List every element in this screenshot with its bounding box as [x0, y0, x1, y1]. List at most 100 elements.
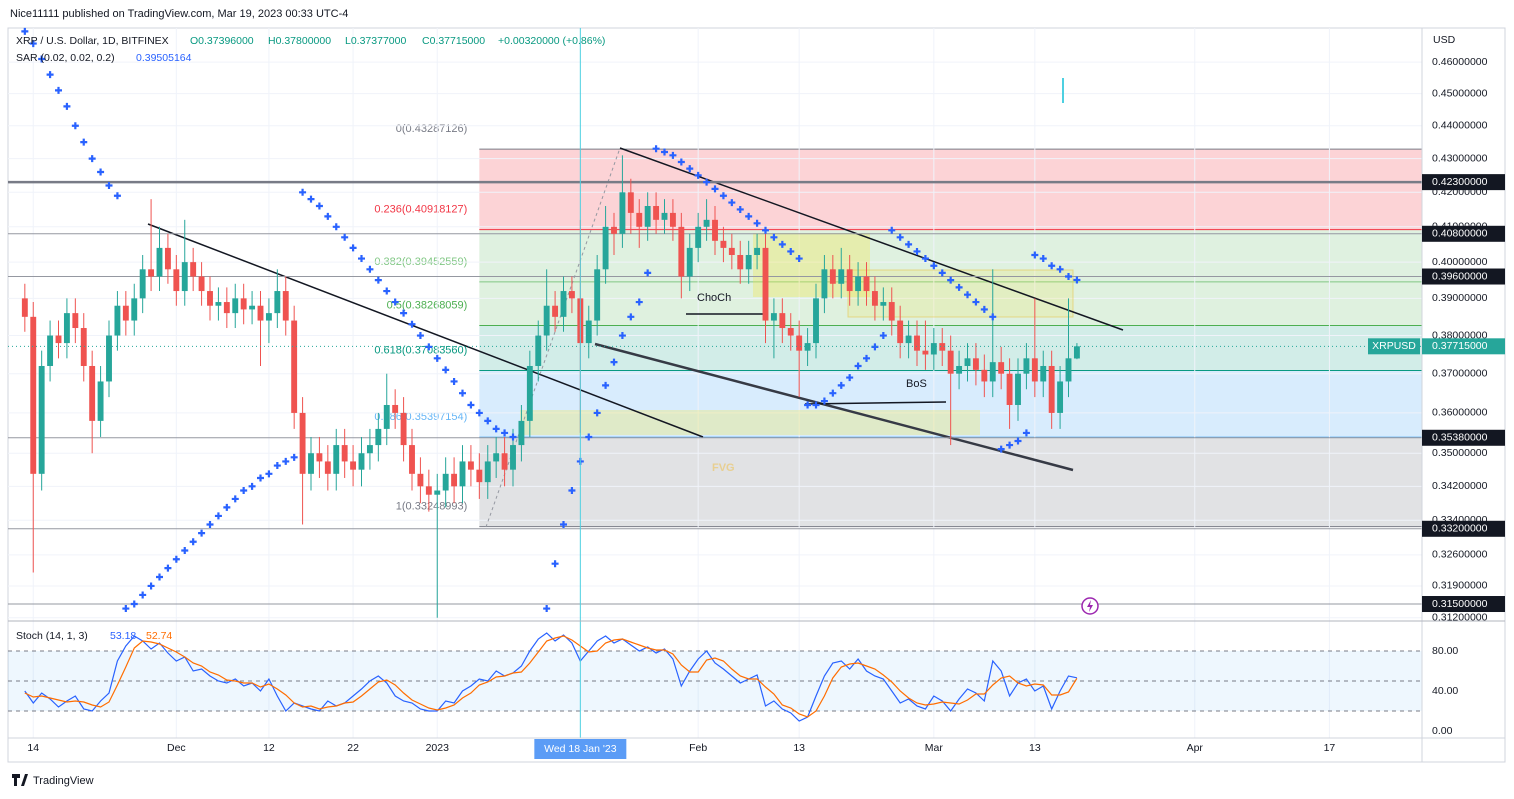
x-tick-label: 22	[347, 742, 359, 754]
candle-body	[804, 343, 811, 351]
sar-point	[147, 582, 155, 590]
candle-body	[63, 313, 70, 344]
sar-point	[88, 155, 96, 163]
sar-point	[475, 409, 483, 417]
sar-point	[1022, 429, 1030, 437]
candle-body	[796, 335, 803, 351]
candle-body	[695, 226, 702, 248]
sar-point	[1056, 265, 1064, 273]
brand-logo	[12, 774, 28, 786]
sar-point	[1006, 441, 1014, 449]
sar-point	[989, 313, 997, 321]
legend-value: H0.37800000	[268, 35, 331, 47]
sar-point	[770, 233, 778, 241]
candle-body	[636, 212, 643, 227]
sar-point	[1039, 255, 1047, 263]
candle-body	[308, 453, 314, 474]
price-line-box	[1422, 520, 1505, 537]
sar-point	[905, 240, 913, 248]
candle-body	[417, 473, 424, 487]
candle-body	[493, 453, 500, 462]
sar-point	[896, 233, 904, 241]
candle-body	[720, 240, 727, 248]
candle-body	[863, 276, 870, 292]
sar-point	[644, 269, 652, 277]
price-line-label: 0.40800000	[1432, 228, 1488, 240]
sar-point	[172, 555, 180, 563]
candle-body	[425, 486, 432, 495]
candle-body	[627, 192, 634, 213]
candle-body	[30, 316, 37, 474]
candle-body	[829, 269, 836, 284]
sar-point	[694, 171, 702, 179]
sar-point	[820, 397, 828, 405]
sar-point	[1065, 273, 1072, 281]
fib-trend	[485, 147, 621, 528]
x-tick-label: 14	[27, 742, 39, 754]
sar-point	[1048, 262, 1056, 270]
sar-point	[921, 255, 929, 263]
candle-body	[80, 328, 87, 366]
candle-body	[712, 219, 718, 241]
legend-value: L0.37377000	[345, 35, 406, 47]
candle-body	[930, 343, 937, 355]
sar-point	[795, 255, 803, 263]
candle-body	[476, 469, 483, 483]
publisher: Nice11111 published on TradingView.com, …	[10, 8, 348, 20]
candle-body	[484, 461, 491, 483]
candle-body	[914, 335, 920, 351]
sar-point	[189, 538, 197, 546]
sar-point	[972, 298, 980, 306]
sar-point	[214, 512, 222, 520]
candle-body	[585, 320, 592, 344]
candle-body	[787, 328, 794, 336]
candle-body	[257, 305, 264, 321]
y-tick-label: 0.00	[1432, 725, 1453, 737]
fib-zone	[479, 229, 1422, 282]
candle-body	[821, 269, 828, 299]
candle-body	[55, 335, 62, 344]
candle-body	[400, 412, 407, 446]
candle-body	[156, 247, 163, 277]
trend-line	[619, 147, 1124, 331]
sar-point	[980, 305, 988, 313]
candle-body	[47, 335, 54, 366]
sar-point	[299, 188, 307, 196]
candle-body	[358, 453, 365, 470]
y-tick-label: 0.40000000	[1432, 256, 1488, 268]
sar-point	[97, 168, 105, 176]
candle-body	[215, 302, 222, 306]
candle-body	[366, 445, 373, 454]
y-tick-label: 0.46000000	[1432, 56, 1488, 68]
candle-body	[274, 291, 281, 314]
sar-point	[492, 425, 500, 433]
candle-body	[451, 473, 458, 487]
candle-body	[813, 298, 819, 344]
candle-body	[754, 247, 761, 255]
candle-body	[38, 365, 45, 474]
sar-point	[686, 165, 694, 173]
sar-point	[854, 362, 862, 370]
alert-icon[interactable]	[1081, 597, 1099, 615]
sar-point	[871, 343, 879, 351]
axis-layer: 0.46000000 0.45000000 0.44000000 0.43000000…	[27, 56, 1505, 759]
candle-body	[686, 247, 693, 277]
legend-value: C0.37715000	[422, 35, 485, 47]
sar-point	[593, 409, 601, 417]
sar-point	[879, 332, 887, 340]
y-tick-label: 0.36000000	[1432, 407, 1488, 419]
sar-point	[635, 298, 643, 306]
sar-point	[863, 354, 870, 362]
y-tick-label: 0.31900000	[1432, 580, 1488, 592]
y-tick-label: 0.35000000	[1432, 447, 1488, 459]
sar-point	[400, 309, 408, 317]
sar-point	[223, 503, 231, 511]
candle-body	[232, 298, 239, 314]
sar-point	[46, 71, 54, 79]
price-line-box	[1422, 596, 1505, 613]
sar-point	[888, 226, 896, 234]
sar-point	[778, 240, 786, 248]
price-line-box	[1422, 268, 1505, 285]
candle-body	[164, 247, 171, 270]
stoch-line	[24, 632, 1078, 722]
